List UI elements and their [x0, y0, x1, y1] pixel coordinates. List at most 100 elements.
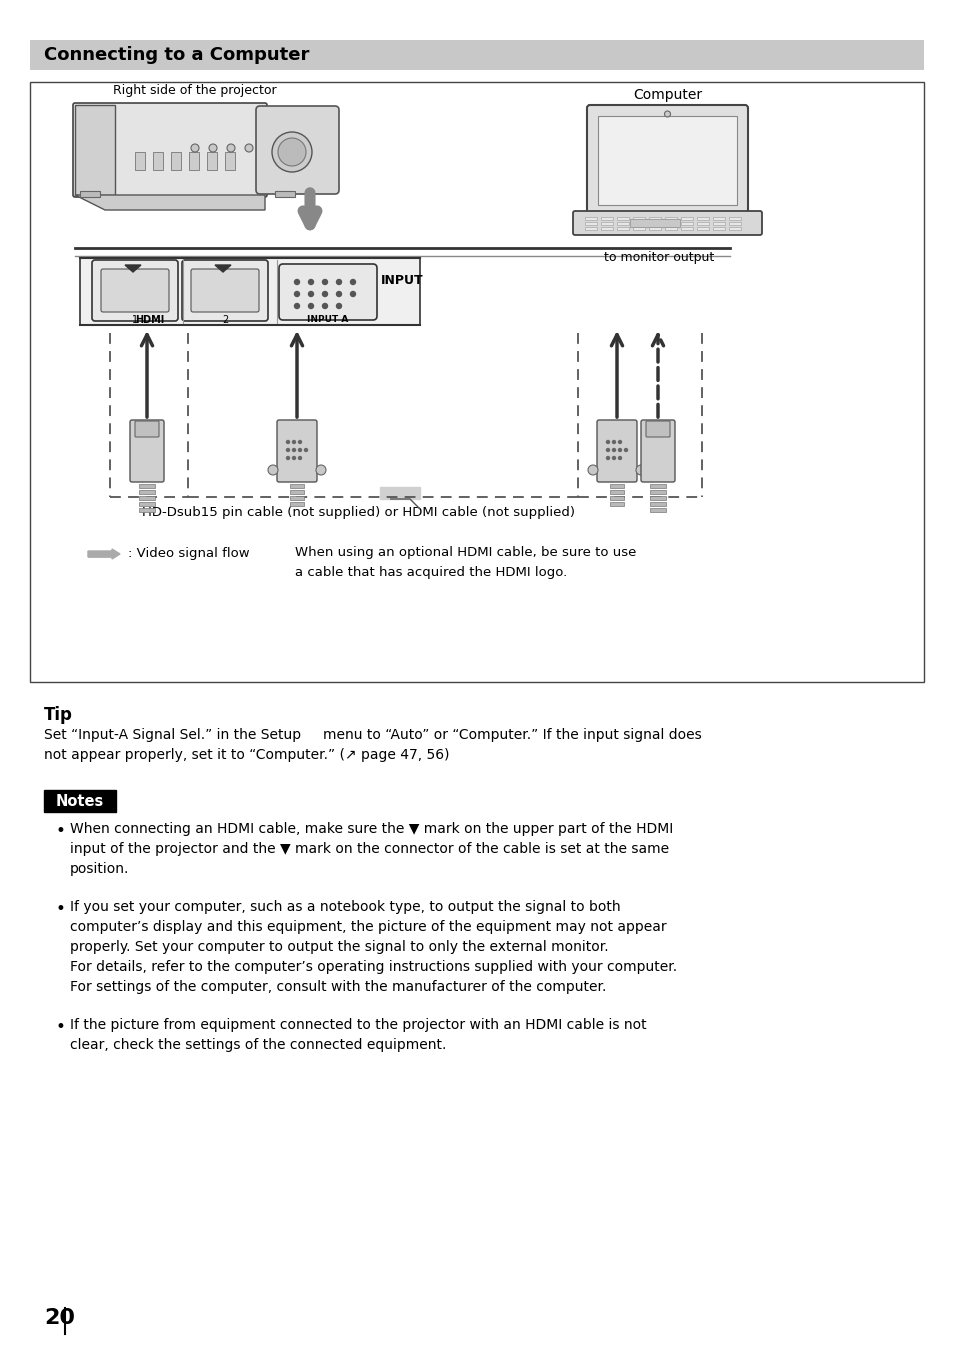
- Circle shape: [322, 303, 327, 308]
- Circle shape: [209, 145, 216, 151]
- FancyBboxPatch shape: [573, 211, 761, 235]
- Bar: [712, 222, 724, 224]
- Circle shape: [293, 457, 295, 460]
- Bar: [139, 484, 154, 488]
- Text: 1: 1: [132, 315, 138, 324]
- Circle shape: [298, 441, 301, 443]
- Circle shape: [286, 457, 289, 460]
- Bar: [728, 218, 740, 220]
- Bar: [600, 218, 613, 220]
- Circle shape: [336, 303, 341, 308]
- Circle shape: [277, 138, 306, 166]
- FancyBboxPatch shape: [276, 420, 316, 483]
- Circle shape: [606, 449, 609, 452]
- Text: Connecting to a Computer: Connecting to a Computer: [44, 46, 309, 64]
- Bar: [139, 502, 154, 506]
- Circle shape: [298, 457, 301, 460]
- Polygon shape: [379, 487, 419, 499]
- Circle shape: [624, 449, 627, 452]
- Circle shape: [294, 292, 299, 296]
- Bar: [680, 218, 692, 220]
- Circle shape: [286, 449, 289, 452]
- Bar: [664, 222, 677, 224]
- Bar: [697, 218, 708, 220]
- FancyBboxPatch shape: [597, 420, 637, 483]
- Bar: [649, 484, 665, 488]
- Circle shape: [304, 449, 307, 452]
- Polygon shape: [125, 265, 141, 272]
- Bar: [225, 151, 234, 170]
- Bar: [88, 552, 112, 557]
- FancyBboxPatch shape: [586, 105, 747, 216]
- Text: input of the projector and the ▼ mark on the connector of the cable is set at th: input of the projector and the ▼ mark on…: [70, 842, 668, 856]
- Bar: [274, 191, 294, 197]
- Bar: [617, 218, 628, 220]
- Bar: [697, 227, 708, 230]
- Bar: [680, 222, 692, 224]
- Text: 2: 2: [222, 315, 228, 324]
- Text: For settings of the computer, consult with the manufacturer of the computer.: For settings of the computer, consult wi…: [70, 980, 606, 994]
- Text: •: •: [56, 1018, 66, 1036]
- Circle shape: [308, 292, 314, 296]
- FancyBboxPatch shape: [101, 269, 169, 312]
- Bar: [649, 508, 665, 512]
- Text: When using an optional HDMI cable, be sure to use: When using an optional HDMI cable, be su…: [294, 546, 636, 558]
- Bar: [189, 151, 199, 170]
- Polygon shape: [214, 265, 231, 272]
- FancyBboxPatch shape: [135, 420, 159, 437]
- Bar: [649, 496, 665, 500]
- Circle shape: [298, 449, 301, 452]
- Text: HDMI: HDMI: [135, 315, 165, 324]
- Bar: [139, 508, 154, 512]
- Bar: [664, 227, 677, 230]
- Text: When connecting an HDMI cable, make sure the ▼ mark on the upper part of the HDM: When connecting an HDMI cable, make sure…: [70, 822, 673, 836]
- Bar: [629, 219, 679, 227]
- Circle shape: [636, 465, 645, 475]
- Bar: [44, 790, 116, 813]
- Bar: [712, 227, 724, 230]
- Bar: [649, 489, 665, 493]
- Text: Set “Input-A Signal Sel.” in the Setup     menu to “Auto” or “Computer.” If the : Set “Input-A Signal Sel.” in the Setup m…: [44, 727, 701, 742]
- Circle shape: [606, 441, 609, 443]
- Bar: [584, 222, 597, 224]
- Circle shape: [612, 457, 615, 460]
- Bar: [207, 151, 216, 170]
- Bar: [75, 105, 115, 195]
- Text: computer’s display and this equipment, the picture of the equipment may not appe: computer’s display and this equipment, t…: [70, 919, 666, 934]
- Bar: [290, 502, 304, 506]
- Circle shape: [587, 465, 598, 475]
- Bar: [633, 218, 644, 220]
- Bar: [290, 484, 304, 488]
- Circle shape: [322, 280, 327, 284]
- Text: Right side of the projector: Right side of the projector: [112, 84, 276, 97]
- Text: If the picture from equipment connected to the projector with an HDMI cable is n: If the picture from equipment connected …: [70, 1018, 646, 1032]
- Bar: [728, 222, 740, 224]
- Circle shape: [191, 145, 199, 151]
- Bar: [171, 151, 181, 170]
- FancyBboxPatch shape: [182, 260, 268, 320]
- FancyBboxPatch shape: [278, 264, 376, 320]
- Circle shape: [612, 441, 615, 443]
- Text: Tip: Tip: [44, 706, 72, 725]
- Bar: [664, 218, 677, 220]
- Bar: [598, 116, 737, 206]
- Bar: [617, 227, 628, 230]
- Circle shape: [618, 441, 620, 443]
- Bar: [680, 227, 692, 230]
- Circle shape: [286, 441, 289, 443]
- Circle shape: [308, 280, 314, 284]
- FancyBboxPatch shape: [73, 103, 267, 197]
- FancyBboxPatch shape: [191, 269, 258, 312]
- Bar: [617, 222, 628, 224]
- Text: •: •: [56, 822, 66, 840]
- Circle shape: [612, 449, 615, 452]
- Circle shape: [293, 441, 295, 443]
- Bar: [697, 222, 708, 224]
- Circle shape: [664, 111, 670, 118]
- Circle shape: [350, 280, 355, 284]
- Text: •: •: [56, 900, 66, 918]
- Bar: [139, 489, 154, 493]
- FancyBboxPatch shape: [130, 420, 164, 483]
- Text: not appear properly, set it to “Computer.” (↗ page 47, 56): not appear properly, set it to “Computer…: [44, 748, 449, 763]
- Bar: [712, 218, 724, 220]
